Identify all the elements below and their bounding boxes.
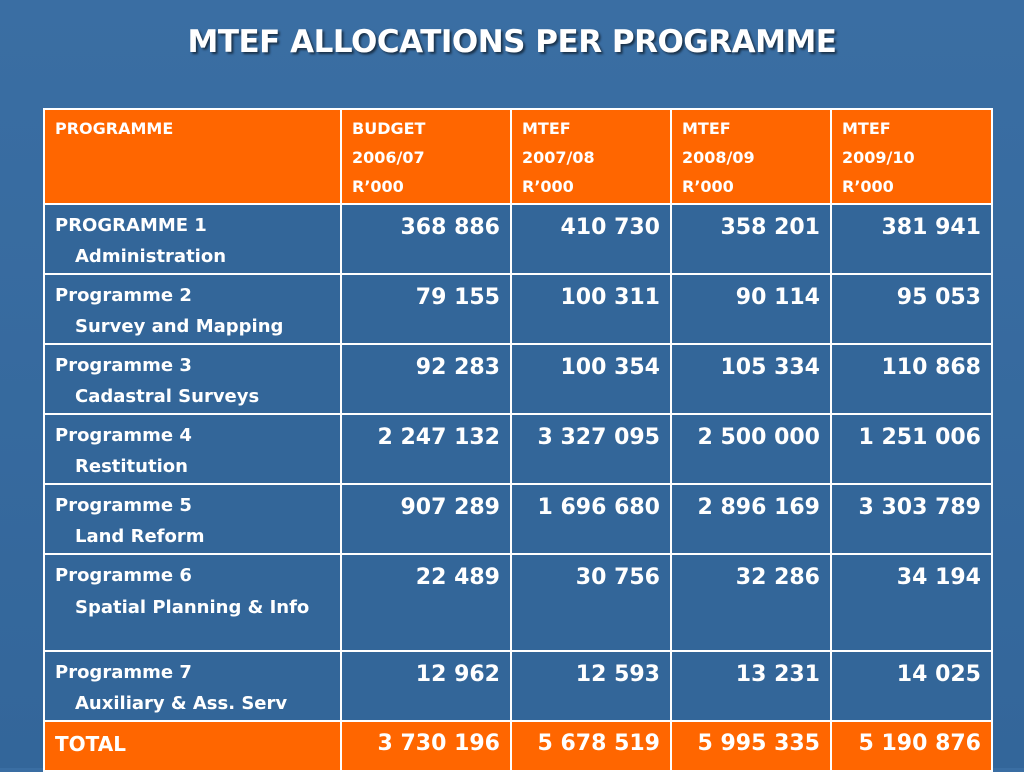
value-cell: 95 053 [830,273,993,345]
header-mtef-2009-10: MTEF 2009/10 R’000 [830,108,993,205]
value-cell: 14 025 [830,650,993,722]
value-cell: 2 896 169 [670,483,832,555]
value-cell: 32 286 [670,553,832,652]
table-row: Programme 6 Spatial Planning & Info 22 48… [43,553,993,652]
value-cell: 92 283 [340,343,512,415]
value-cell: 3 327 095 [510,413,672,485]
value-cell: 2 247 132 [340,413,512,485]
slide-title: MTEF ALLOCATIONS PER PROGRAMME [187,24,837,60]
value-cell: 358 201 [670,203,832,275]
value-cell: 30 756 [510,553,672,652]
value-cell: 110 868 [830,343,993,415]
programme-cell: PROGRAMME 1 Administration [43,203,342,275]
table-row: Programme 5 Land Reform 907 289 1 696 680… [43,483,993,555]
value-cell: 410 730 [510,203,672,275]
value-cell: 907 289 [340,483,512,555]
programme-cell: Programme 4 Restitution [43,413,342,485]
programme-cell: Programme 3 Cadastral Surveys [43,343,342,415]
value-cell: 1 696 680 [510,483,672,555]
header-programme: PROGRAMME [43,108,342,205]
table-row: Programme 3 Cadastral Surveys 92 283 100 … [43,343,993,415]
table-row: Programme 4 Restitution 2 247 132 3 327 0… [43,413,993,485]
table-header-row: PROGRAMME BUDGET 2006/07 R’000 MTEF 2007… [43,108,993,205]
allocations-table: PROGRAMME BUDGET 2006/07 R’000 MTEF 2007… [43,108,993,772]
value-cell: 105 334 [670,343,832,415]
value-cell: 368 886 [340,203,512,275]
table-row: Programme 2 Survey and Mapping 79 155 100… [43,273,993,345]
table-row: Programme 7 Auxiliary & Ass. Serv 12 962 … [43,650,993,722]
value-cell: 22 489 [340,553,512,652]
value-cell: 12 962 [340,650,512,722]
programme-cell: Programme 7 Auxiliary & Ass. Serv [43,650,342,722]
header-budget-2006-07: BUDGET 2006/07 R’000 [340,108,512,205]
value-cell: 13 231 [670,650,832,722]
value-cell: 34 194 [830,553,993,652]
programme-cell: Programme 5 Land Reform [43,483,342,555]
total-value: 5 190 876 [830,720,993,772]
value-cell: 100 354 [510,343,672,415]
value-cell: 90 114 [670,273,832,345]
value-cell: 79 155 [340,273,512,345]
programme-cell: Programme 2 Survey and Mapping [43,273,342,345]
value-cell: 2 500 000 [670,413,832,485]
value-cell: 381 941 [830,203,993,275]
total-value: 5 678 519 [510,720,672,772]
value-cell: 12 593 [510,650,672,722]
table-row: PROGRAMME 1 Administration 368 886 410 73… [43,203,993,275]
programme-cell: Programme 6 Spatial Planning & Info [43,553,342,652]
total-label: TOTAL [43,720,342,772]
header-mtef-2007-08: MTEF 2007/08 R’000 [510,108,672,205]
total-value: 5 995 335 [670,720,832,772]
value-cell: 100 311 [510,273,672,345]
total-value: 3 730 196 [340,720,512,772]
value-cell: 1 251 006 [830,413,993,485]
header-mtef-2008-09: MTEF 2008/09 R’000 [670,108,832,205]
value-cell: 3 303 789 [830,483,993,555]
total-row: TOTAL 3 730 196 5 678 519 5 995 335 5 19… [43,720,993,772]
